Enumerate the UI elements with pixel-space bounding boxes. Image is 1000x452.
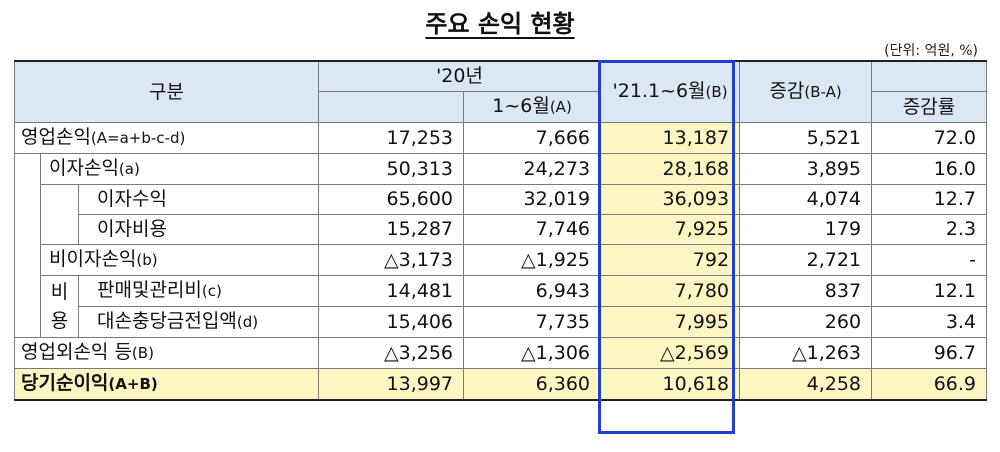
cell-b: 7,995	[600, 306, 741, 338]
cell-rate: 3.4	[871, 306, 988, 338]
report-title: 주요 손익 현황	[425, 10, 575, 38]
row-label: 당기순이익(A+B)	[13, 368, 320, 401]
cell-rate: 66.9	[871, 368, 988, 401]
cell-y20: 65,600	[318, 184, 465, 215]
indent-spacer	[14, 153, 41, 338]
cell-y20: 13,997	[318, 368, 465, 401]
income-table: 구분 '20년 '21.1~6월(B) 증감(B-A) 1~6월(A) 증감률 …	[13, 60, 988, 401]
row-label: 비이자손익(b)	[39, 244, 320, 276]
row-label: 영업외손익 등(B)	[13, 337, 320, 369]
row-loan-loss-provision: 대손충당금전입액(d) 15,406 7,735 7,995 260 3.4	[15, 306, 988, 338]
row-noninterest-income: 비이자손익(b) △3,173 △1,925 792 2,721 -	[15, 244, 988, 276]
cell-rate: 16.0	[871, 153, 988, 185]
indent-spacer	[40, 184, 79, 245]
header-category: 구분	[13, 60, 320, 123]
cell-rate: -	[871, 244, 988, 276]
cell-y20: 17,253	[318, 122, 465, 154]
row-interest-revenue: 이자수익 65,600 32,019 36,093 4,074 12.7	[15, 184, 988, 245]
cell-a: 6,943	[463, 275, 602, 307]
cell-chg: 3,895	[739, 153, 873, 185]
row-label: 이자비용	[77, 214, 320, 245]
cell-rate: 12.1	[871, 275, 988, 307]
unit-note: (단위: 억원, %)	[884, 43, 978, 59]
cell-a: △1,306	[463, 337, 602, 369]
cell-b: 13,187	[600, 122, 741, 154]
cell-a: 7,746	[463, 214, 602, 245]
row-label: 이자손익(a)	[39, 153, 320, 185]
cell-rate: 12.7	[871, 184, 988, 215]
header-h1-21: '21.1~6월(B)	[600, 60, 741, 123]
cell-a: 6,360	[463, 368, 602, 401]
row-label: 이자수익	[77, 184, 320, 215]
cell-chg: 260	[739, 306, 873, 338]
cell-y20: 15,406	[318, 306, 465, 338]
cell-y20: 15,287	[318, 214, 465, 245]
cell-rate: 96.7	[871, 337, 988, 369]
cell-a: 7,735	[463, 306, 602, 338]
cell-chg: △1,263	[739, 337, 873, 369]
cell-b: 28,168	[600, 153, 741, 185]
row-label: 판매및관리비(c)	[77, 275, 320, 307]
cell-b: 7,780	[600, 275, 741, 307]
cell-chg: 179	[739, 214, 873, 245]
row-label: 대손충당금전입액(d)	[77, 306, 320, 338]
row-non-operating: 영업외손익 등(B) △3,256 △1,306 △2,569 △1,263 9…	[13, 337, 988, 369]
cell-b: 10,618	[600, 368, 741, 401]
row-label: 영업손익(A=a+b-c-d)	[13, 122, 320, 154]
cell-a: 32,019	[463, 184, 602, 215]
header-h1-20: 1~6월(A)	[463, 91, 602, 123]
cell-rate: 72.0	[871, 122, 988, 154]
cell-b: △2,569	[600, 337, 741, 369]
cell-chg: 4,258	[739, 368, 873, 401]
cell-chg: 4,074	[739, 184, 873, 215]
cell-y20: 14,481	[318, 275, 465, 307]
cell-y20: △3,173	[318, 244, 465, 276]
cell-chg: 837	[739, 275, 873, 307]
cell-chg: 5,521	[739, 122, 873, 154]
header-year20: '20년	[318, 60, 602, 92]
row-net-income: 당기순이익(A+B) 13,997 6,360 10,618 4,258 66.…	[13, 368, 988, 401]
header-year20-full	[318, 91, 465, 123]
row-interest-expense: 이자비용 15,287 7,746 7,925 179 2.3	[15, 214, 988, 245]
cell-y20: △3,256	[318, 337, 465, 369]
cell-b: 36,093	[600, 184, 741, 215]
row-operating-income: 영업손익(A=a+b-c-d) 17,253 7,666 13,187 5,52…	[13, 122, 988, 154]
cell-b: 7,925	[600, 214, 741, 245]
header-rate-top	[871, 60, 988, 92]
header-row-1: 구분 '20년 '21.1~6월(B) 증감(B-A)	[13, 60, 988, 123]
row-interest-income: 이자손익(a) 50,313 24,273 28,168 3,895 16.0	[14, 153, 988, 338]
cell-b: 792	[600, 244, 741, 276]
cell-y20: 50,313	[318, 153, 465, 185]
cell-a: △1,925	[463, 244, 602, 276]
header-change: 증감(B-A)	[739, 60, 873, 123]
cell-chg: 2,721	[739, 244, 873, 276]
cell-a: 24,273	[463, 153, 602, 185]
cell-a: 7,666	[463, 122, 602, 154]
cell-rate: 2.3	[871, 214, 988, 245]
header-rate: 증감률	[871, 91, 988, 123]
